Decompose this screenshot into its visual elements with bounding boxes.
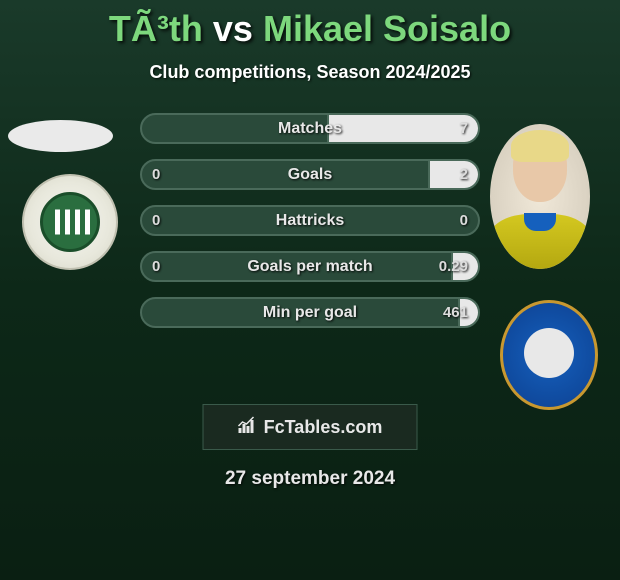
stat-label: Min per goal [263,304,357,322]
subtitle: Club competitions, Season 2024/2025 [0,62,620,83]
badge-right-inner [524,328,574,378]
watermark-text: FcTables.com [264,417,383,438]
stat-bar: 0 0.29 Goals per match [140,251,480,282]
stat-bar: 0 2 Goals [140,159,480,190]
stat-bar: 0 0 Hattricks [140,205,480,236]
stat-row: 7 Matches [0,113,620,144]
chart-icon [238,416,258,439]
vs-text: vs [213,8,253,49]
stat-value-left: 0 [152,212,160,229]
stat-row: 0 2 Goals [0,159,620,190]
stat-value-right: 0 [460,212,468,229]
stats-container: 7 Matches 0 2 Goals 0 0 Hattricks 0 0.29 Goals per… [0,113,620,328]
stat-row: 0 0.29 Goals per match [0,251,620,282]
stat-value-right: 7 [460,120,468,137]
player1-name: TÃ³th [109,8,203,49]
bar-fill-right [428,161,478,188]
stat-row: 0 0 Hattricks [0,205,620,236]
stat-label: Matches [278,120,342,138]
stat-value-left: 0 [152,258,160,275]
stat-value-right: 2 [460,166,468,183]
stat-value-right: 0.29 [439,258,468,275]
bar-fill-right [327,115,478,142]
stat-bar: 461 Min per goal [140,297,480,328]
footer-date: 27 september 2024 [0,468,620,490]
player2-name: Mikael Soisalo [263,8,511,49]
stat-value-right: 461 [443,304,468,321]
stat-value-left: 0 [152,166,160,183]
stat-label: Hattricks [276,212,344,230]
watermark: FcTables.com [203,404,418,450]
stat-bar: 7 Matches [140,113,480,144]
comparison-title: TÃ³th vs Mikael Soisalo [0,0,620,50]
stat-label: Goals per match [247,258,372,276]
stat-label: Goals [288,166,332,184]
stat-row: 461 Min per goal [0,297,620,328]
